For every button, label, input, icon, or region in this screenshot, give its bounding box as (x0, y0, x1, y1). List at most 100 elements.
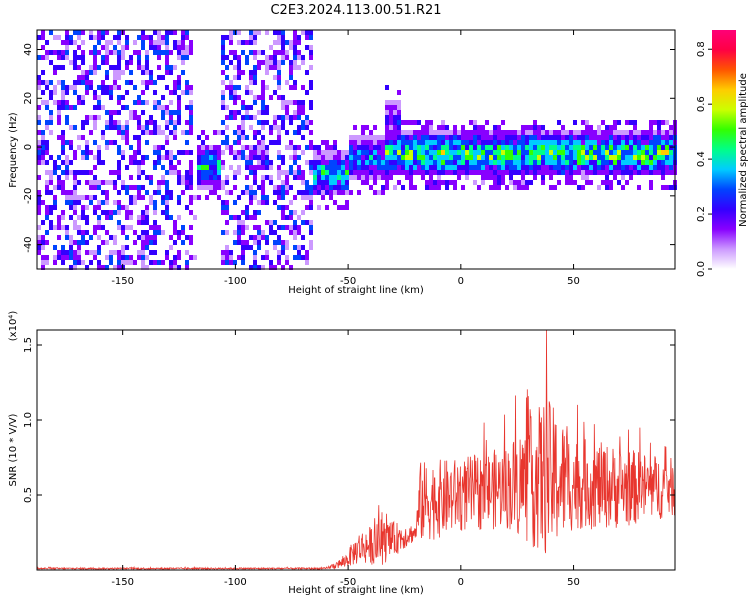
heatmap-cell (133, 155, 137, 160)
heatmap-cell (141, 30, 145, 35)
heatmap-cell (285, 50, 289, 55)
heatmap-cell (117, 160, 121, 165)
heatmap-cell (125, 185, 129, 190)
heatmap-cell (237, 165, 241, 170)
heatmap-cell (141, 100, 145, 105)
heatmap-cell (73, 240, 77, 245)
heatmap-cell (501, 160, 505, 165)
heatmap-cell (141, 215, 145, 220)
heatmap-cell (165, 155, 169, 160)
heatmap-cell (61, 80, 65, 85)
heatmap-cell (617, 155, 621, 160)
heatmap-cell (297, 225, 301, 230)
heatmap-cell (317, 175, 321, 180)
heatmap-cell (433, 145, 437, 150)
heatmap-cell (509, 140, 513, 145)
heatmap-cell (133, 100, 137, 105)
heatmap-cell (249, 40, 253, 45)
heatmap-cell (661, 120, 665, 125)
heatmap-cell (329, 145, 333, 150)
heatmap-cell (237, 30, 241, 35)
heatmap-cell (37, 85, 41, 90)
heatmap-cell (169, 30, 173, 35)
heatmap-cell (665, 145, 669, 150)
heatmap-cell (273, 230, 277, 235)
heatmap-cell (113, 200, 117, 205)
heatmap-cell (461, 170, 465, 175)
heatmap-cell (157, 145, 161, 150)
heatmap-cell (209, 170, 213, 175)
heatmap-cell (233, 230, 237, 235)
heatmap-cell (157, 105, 161, 110)
heatmap-cell (449, 180, 453, 185)
heatmap-cell (85, 155, 89, 160)
heatmap-cell (137, 165, 141, 170)
heatmap-cell (225, 255, 229, 260)
heatmap-cell (613, 120, 617, 125)
heatmap-cell (261, 60, 265, 65)
heatmap-cell (221, 205, 225, 210)
heatmap-cell (169, 115, 173, 120)
heatmap-cell (609, 180, 613, 185)
heatmap-cell (161, 35, 165, 40)
heatmap-cell (589, 135, 593, 140)
heatmap-cell (145, 190, 149, 195)
heatmap-cell (389, 105, 393, 110)
heatmap-cell (265, 110, 269, 115)
heatmap-cell (253, 30, 257, 35)
heatmap-cell (221, 70, 225, 75)
heatmap-cell (589, 145, 593, 150)
heatmap-cell (453, 165, 457, 170)
heatmap-cell (589, 165, 593, 170)
heatmap-cell (229, 190, 233, 195)
heatmap-cell (229, 215, 233, 220)
heatmap-cell (205, 185, 209, 190)
heatmap-cell (53, 65, 57, 70)
heatmap-cell (225, 200, 229, 205)
heatmap-cell (509, 160, 513, 165)
heatmap-cell (113, 125, 117, 130)
heatmap-cell (69, 85, 73, 90)
heatmap-cell (261, 160, 265, 165)
heatmap-cell (181, 105, 185, 110)
heatmap-cell (621, 160, 625, 165)
heatmap-cell (429, 170, 433, 175)
heatmap-cell (89, 250, 93, 255)
heatmap-cell (381, 175, 385, 180)
heatmap-cell (537, 125, 541, 130)
heatmap-cell (493, 135, 497, 140)
heatmap-cell (437, 165, 441, 170)
heatmap-cell (669, 185, 673, 190)
heatmap-cell (261, 140, 265, 145)
heatmap-cell (385, 180, 389, 185)
heatmap-cell (189, 130, 193, 135)
heatmap-cell (297, 30, 301, 35)
heatmap-cell (561, 140, 565, 145)
heatmap-cell (253, 50, 257, 55)
heatmap-cell (281, 160, 285, 165)
heatmap-cell (593, 160, 597, 165)
heatmap-cell (649, 165, 653, 170)
heatmap-cell (229, 260, 233, 265)
heatmap-cell (449, 130, 453, 135)
heatmap-cell (225, 250, 229, 255)
heatmap-cell (389, 175, 393, 180)
heatmap-cell (373, 145, 377, 150)
heatmap-cell (189, 40, 193, 45)
heatmap-cell (525, 165, 529, 170)
heatmap-cell (225, 125, 229, 130)
heatmap-cell (549, 140, 553, 145)
heatmap-cell (117, 175, 121, 180)
heatmap-cell (585, 175, 589, 180)
heatmap-cell (569, 160, 573, 165)
heatmap-cell (161, 260, 165, 265)
heatmap-cell (317, 150, 321, 155)
heatmap-cell (545, 135, 549, 140)
heatmap-cell (177, 230, 181, 235)
heatmap-cell (425, 120, 429, 125)
heatmap-cell (261, 95, 265, 100)
heatmap-cell (473, 120, 477, 125)
heatmap-cell (117, 100, 121, 105)
heatmap-cell (241, 255, 245, 260)
heatmap-cell (589, 125, 593, 130)
